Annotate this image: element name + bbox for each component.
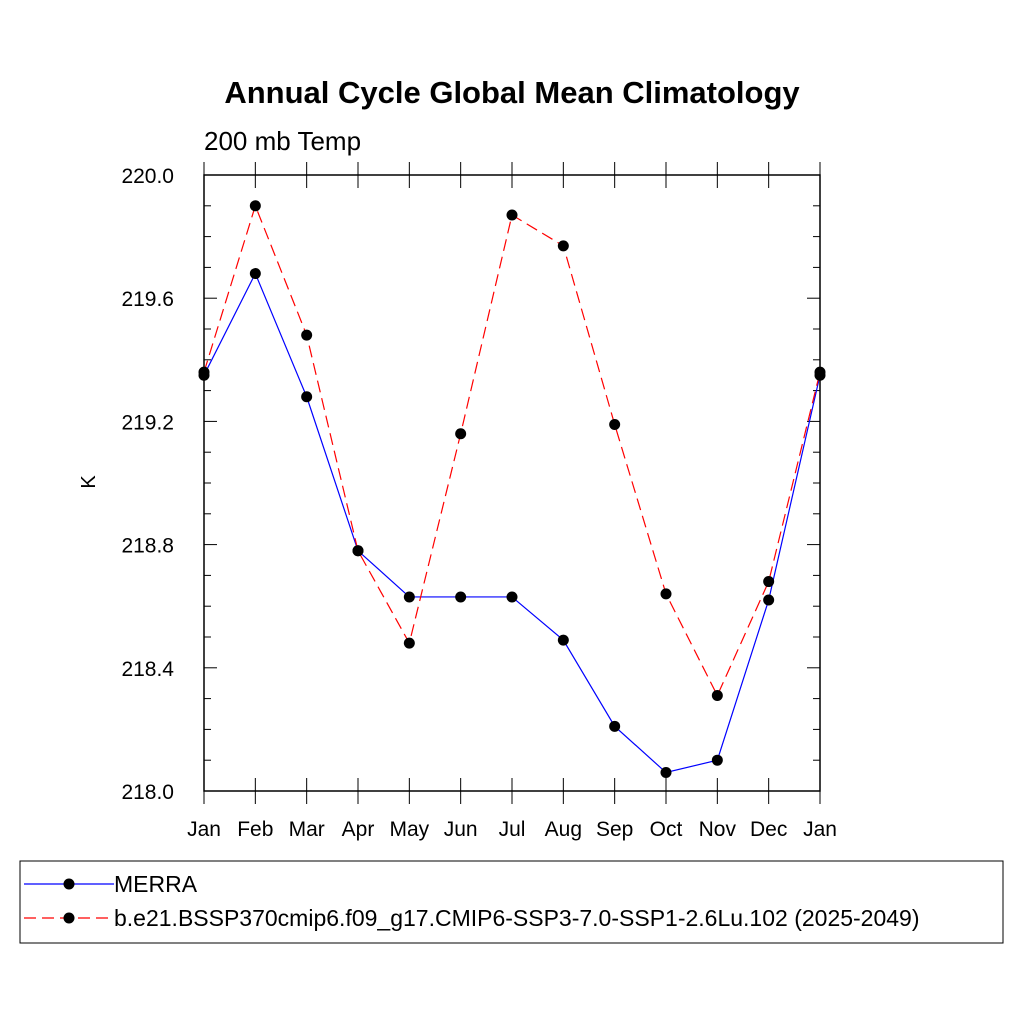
data-point-merra <box>506 591 518 603</box>
data-point-merra <box>455 591 467 603</box>
x-tick-label: Sep <box>596 818 633 841</box>
data-point-merra <box>711 754 723 766</box>
x-tick-label: Jun <box>444 818 478 841</box>
data-point-merra <box>609 720 621 732</box>
legend-marker-merra <box>63 878 75 890</box>
x-tick-label: Jan <box>187 818 221 841</box>
legend-entry-cesm: b.e21.BSSP370cmip6.f09_g17.CMIP6-SSP3-7.… <box>24 905 920 931</box>
plot-frame <box>203 174 821 792</box>
chart-title: Annual Cycle Global Mean Climatology <box>224 75 800 110</box>
data-point-merra <box>763 594 775 606</box>
y-axis-label: K <box>78 475 100 489</box>
data-point-cesm <box>557 240 569 252</box>
data-point-merra <box>660 767 672 779</box>
x-tick-label: Jan <box>803 818 837 841</box>
y-tick-label: 218.8 <box>121 535 174 558</box>
data-point-cesm <box>506 209 518 221</box>
x-tick-label: Mar <box>289 818 325 841</box>
x-tick-label: May <box>389 818 429 841</box>
legend-marker-cesm <box>63 912 75 924</box>
data-point-merra <box>249 268 261 280</box>
y-tick-label: 219.2 <box>121 411 174 434</box>
y-tick-label: 219.6 <box>121 288 174 311</box>
x-tick-label: Aug <box>545 818 582 841</box>
data-point-cesm <box>403 637 415 649</box>
legend-entry-merra: MERRA <box>24 871 198 897</box>
series-line-merra <box>203 272 821 774</box>
data-point-cesm <box>660 588 672 600</box>
legend: MERRA b.e21.BSSP370cmip6.f09_g17.CMIP6-S… <box>19 860 1004 944</box>
data-point-cesm <box>763 576 775 588</box>
x-tick-label: Dec <box>750 818 787 841</box>
data-point-cesm <box>455 428 467 440</box>
x-tick-label: Nov <box>699 818 737 841</box>
data-point-cesm <box>352 545 364 557</box>
data-point-cesm <box>711 690 723 702</box>
x-tick-label: Apr <box>342 818 375 841</box>
data-point-cesm <box>609 418 621 430</box>
plot-area: 218.0 218.4 218.8 219.2 219.6 220.0 Jan Feb Mar A… <box>121 162 837 841</box>
series-line-cesm <box>203 203 821 697</box>
data-point-cesm <box>249 200 261 212</box>
legend-label-merra: MERRA <box>114 871 198 897</box>
data-point-merra <box>301 391 313 403</box>
y-tick-label: 218.0 <box>121 781 174 804</box>
x-tick-label: Jul <box>499 818 526 841</box>
data-point-cesm <box>301 329 313 341</box>
x-tick-label: Feb <box>237 818 273 841</box>
legend-box <box>19 860 1004 944</box>
data-point-merra <box>403 591 415 603</box>
legend-label-cesm: b.e21.BSSP370cmip6.f09_g17.CMIP6-SSP3-7.… <box>114 905 920 931</box>
chart-subtitle: 200 mb Temp <box>204 126 361 156</box>
y-tick-label: 218.4 <box>121 658 174 681</box>
x-tick-label: Oct <box>650 818 683 841</box>
y-tick-label: 220.0 <box>121 165 174 188</box>
data-point-merra <box>557 634 569 646</box>
